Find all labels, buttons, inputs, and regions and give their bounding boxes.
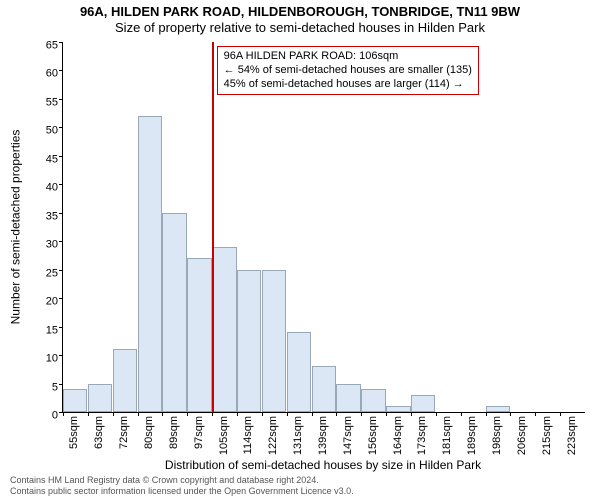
reference-line: [212, 42, 214, 412]
xtick-label: 156sqm: [367, 416, 379, 455]
xtick-mark: [162, 412, 163, 416]
xtick-mark: [262, 412, 263, 416]
xtick-label: 223sqm: [566, 416, 578, 455]
legend-line: 96A HILDEN PARK ROAD: 106sqm: [224, 50, 472, 64]
page-title-sub: Size of property relative to semi-detach…: [0, 20, 600, 35]
y-axis-label: Number of semi-detached properties: [8, 42, 22, 412]
footer-attribution: Contains HM Land Registry data © Crown c…: [10, 475, 354, 496]
xtick-mark: [287, 412, 288, 416]
histogram-bar: [138, 116, 162, 412]
ytick-label: 15: [28, 324, 58, 331]
ytick-label: 45: [28, 153, 58, 160]
ytick-label: 55: [28, 96, 58, 103]
xtick-label: 55sqm: [68, 416, 80, 449]
histogram-bar: [187, 258, 211, 412]
xtick-label: 189sqm: [466, 416, 478, 455]
xtick-label: 139sqm: [317, 416, 329, 455]
xtick-label: 164sqm: [392, 416, 404, 455]
xtick-mark: [486, 412, 487, 416]
xtick-label: 80sqm: [143, 416, 155, 449]
legend-line: ← 54% of semi-detached houses are smalle…: [224, 64, 472, 78]
ytick-mark: [59, 213, 63, 214]
ytick-mark: [59, 298, 63, 299]
histogram-bar: [411, 395, 435, 412]
histogram-bar: [162, 213, 186, 412]
xtick-mark: [237, 412, 238, 416]
xtick-mark: [411, 412, 412, 416]
histogram-bar: [361, 389, 385, 412]
xtick-mark: [535, 412, 536, 416]
xtick-label: 206sqm: [516, 416, 528, 455]
ytick-label: 10: [28, 353, 58, 360]
ytick-label: 0: [28, 410, 58, 417]
xtick-label: 198sqm: [491, 416, 503, 455]
xtick-mark: [461, 412, 462, 416]
ytick-label: 60: [28, 68, 58, 75]
xtick-mark: [312, 412, 313, 416]
histogram-bar: [312, 366, 336, 412]
histogram-bar: [113, 349, 137, 412]
xtick-mark: [386, 412, 387, 416]
xtick-mark: [113, 412, 114, 416]
xtick-label: 89sqm: [168, 416, 180, 449]
histogram-bar: [212, 247, 236, 412]
histogram-bar: [88, 384, 112, 412]
ytick-mark: [59, 127, 63, 128]
ytick-mark: [59, 184, 63, 185]
xtick-label: 147sqm: [342, 416, 354, 455]
xtick-label: 173sqm: [416, 416, 428, 455]
xtick-mark: [187, 412, 188, 416]
xtick-label: 105sqm: [218, 416, 230, 455]
ytick-label: 30: [28, 239, 58, 246]
ytick-mark: [59, 355, 63, 356]
xtick-mark: [510, 412, 511, 416]
ytick-label: 65: [28, 40, 58, 47]
histogram-bar: [262, 270, 286, 412]
xtick-mark: [88, 412, 89, 416]
histogram-bar: [486, 406, 510, 412]
xtick-mark: [138, 412, 139, 416]
xtick-mark: [361, 412, 362, 416]
ytick-label: 5: [28, 381, 58, 388]
xtick-label: 215sqm: [541, 416, 553, 455]
ytick-label: 50: [28, 125, 58, 132]
ytick-mark: [59, 156, 63, 157]
histogram-bar: [237, 270, 261, 412]
ytick-mark: [59, 241, 63, 242]
histogram-bar: [287, 332, 311, 412]
ytick-mark: [59, 270, 63, 271]
legend-box: 96A HILDEN PARK ROAD: 106sqm← 54% of sem…: [217, 46, 479, 95]
xtick-label: 72sqm: [118, 416, 130, 449]
xtick-mark: [436, 412, 437, 416]
ytick-mark: [59, 99, 63, 100]
ytick-mark: [59, 384, 63, 385]
histogram-bar: [386, 406, 410, 412]
x-axis-title: Distribution of semi-detached houses by …: [62, 458, 584, 472]
ytick-label: 35: [28, 210, 58, 217]
xtick-label: 97sqm: [193, 416, 205, 449]
histogram-plot: [62, 42, 585, 413]
xtick-label: 63sqm: [93, 416, 105, 449]
ytick-label: 20: [28, 296, 58, 303]
xtick-mark: [560, 412, 561, 416]
ytick-label: 40: [28, 182, 58, 189]
histogram-bar: [336, 384, 360, 412]
xtick-mark: [212, 412, 213, 416]
xtick-mark: [336, 412, 337, 416]
ytick-mark: [59, 327, 63, 328]
xtick-label: 114sqm: [242, 416, 254, 454]
legend-line: 45% of semi-detached houses are larger (…: [224, 78, 472, 92]
xtick-label: 181sqm: [441, 416, 453, 455]
ytick-label: 25: [28, 267, 58, 274]
page-title-address: 96A, HILDEN PARK ROAD, HILDENBOROUGH, TO…: [0, 4, 600, 19]
ytick-mark: [59, 42, 63, 43]
xtick-mark: [63, 412, 64, 416]
ytick-mark: [59, 70, 63, 71]
xtick-label: 131sqm: [292, 416, 304, 455]
histogram-bar: [63, 389, 87, 412]
xtick-label: 122sqm: [267, 416, 279, 455]
